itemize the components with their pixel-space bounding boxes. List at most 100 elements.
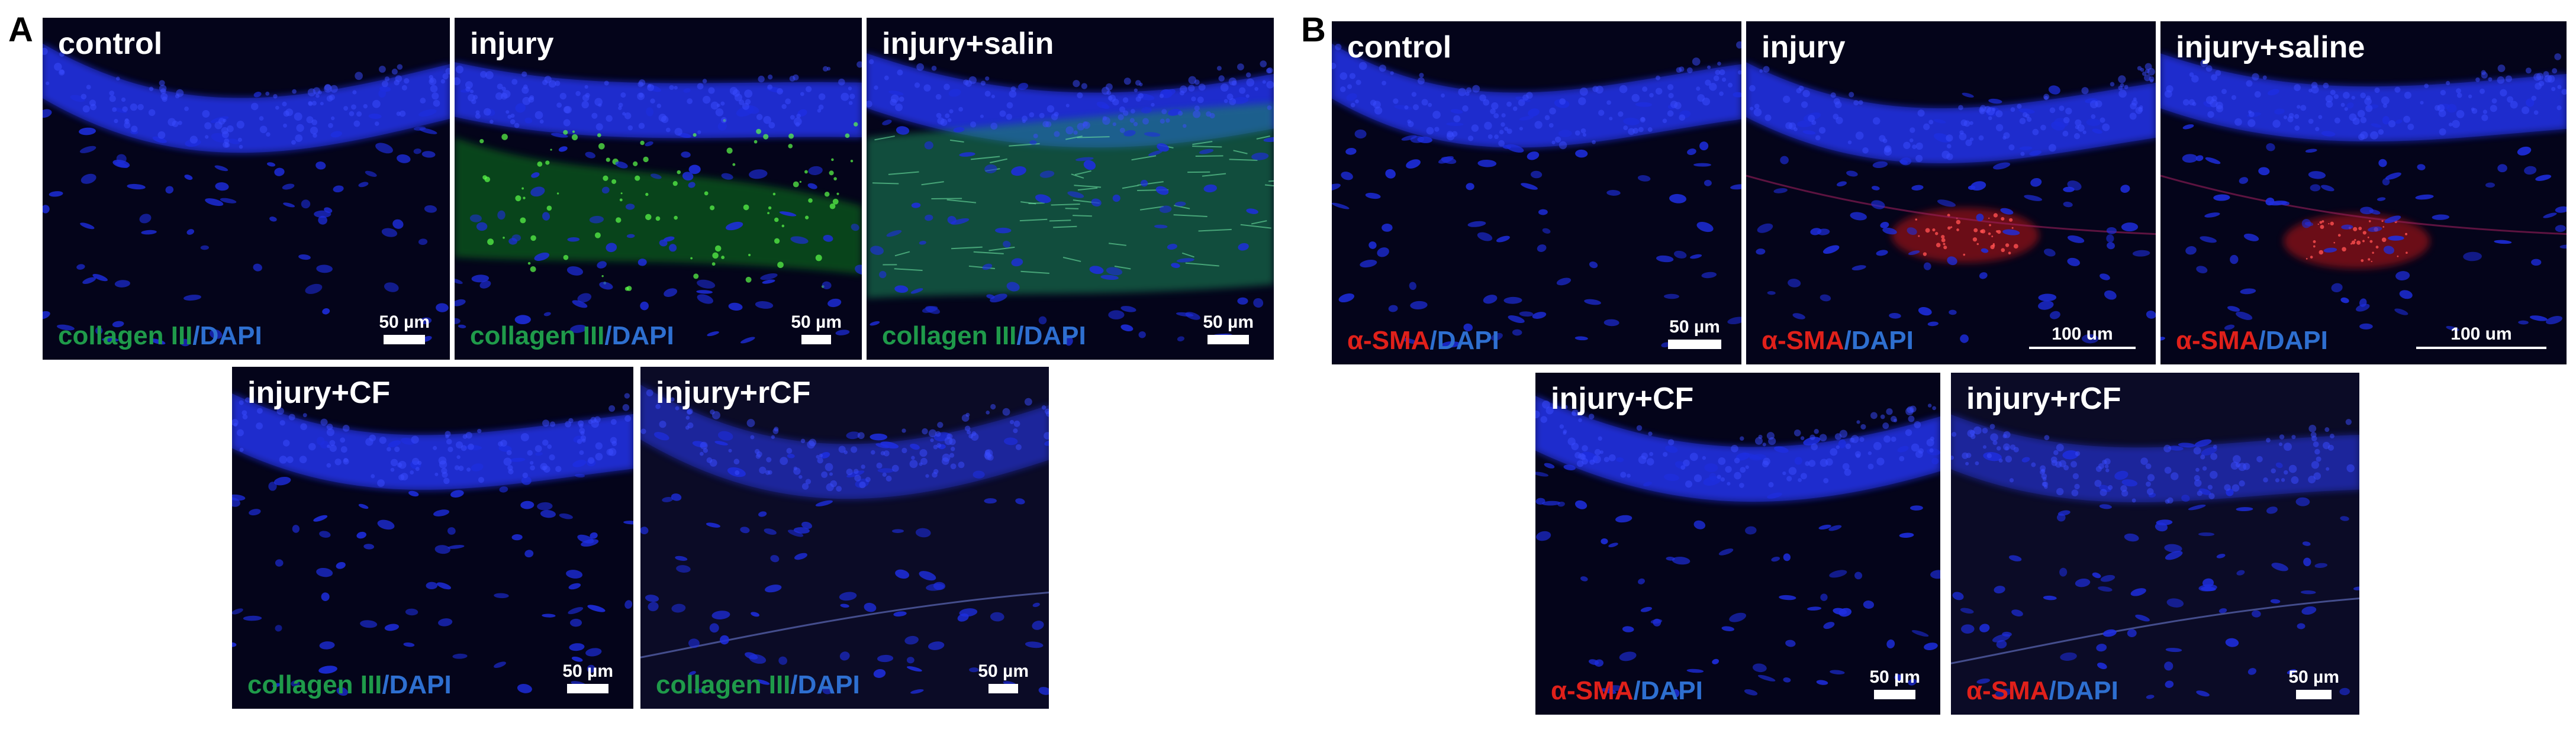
micrograph-image: [232, 367, 633, 709]
scale-bar: 50 µm: [1668, 318, 1721, 349]
scale-bar: 100 um: [2416, 325, 2546, 349]
dapi-label: DAPI: [2056, 676, 2118, 705]
marker-separator: /: [2258, 326, 2266, 355]
figure-label-b: B: [1301, 11, 1326, 49]
marker-label: collagen III: [656, 670, 791, 699]
scale-bar-line: [567, 684, 609, 693]
scale-bar-label: 100 um: [2451, 324, 2512, 344]
micrograph-panel-a-2: injury collagen III/DAPI 50 µm: [455, 18, 862, 360]
scale-bar: 50 µm: [562, 663, 613, 693]
panel-title: injury: [1762, 30, 1846, 64]
scale-bar-line: [801, 335, 832, 344]
scale-bar: 50 µm: [1203, 314, 1254, 344]
micrograph-image: [2160, 21, 2567, 364]
scale-bar-line: [988, 684, 1019, 693]
stain-label: α-SMA/DAPI: [1551, 678, 1703, 704]
micrograph-panel-a-4: injury+CF collagen III/DAPI 50 µm: [232, 367, 633, 709]
scale-bar-label: 50 µm: [1869, 667, 1920, 687]
panel-title: control: [1347, 30, 1452, 64]
panel-title: injury+CF: [1551, 382, 1694, 416]
marker-label: α-SMA: [2176, 326, 2259, 355]
stain-label: collagen III/DAPI: [58, 323, 262, 349]
marker-label: α-SMA: [1551, 676, 1634, 705]
micrograph-image: [640, 367, 1049, 709]
stain-label: collagen III/DAPI: [656, 672, 860, 698]
scale-bar-label: 50 µm: [379, 312, 430, 332]
dapi-label: DAPI: [1023, 321, 1086, 350]
marker-label: α-SMA: [1966, 676, 2049, 705]
marker-separator: /: [1633, 676, 1641, 705]
scale-bar-label: 50 µm: [978, 661, 1029, 681]
panel-title: injury+salin: [882, 27, 1054, 61]
micrograph-panel-a-5: injury+rCF collagen III/DAPI 50 µm: [640, 367, 1049, 709]
dapi-label: DAPI: [389, 670, 452, 699]
panel-title: injury+rCF: [656, 376, 811, 410]
marker-label: collagen III: [470, 321, 605, 350]
marker-separator: /: [790, 670, 798, 699]
micrograph-image: [867, 18, 1274, 360]
micrograph-image: [1746, 21, 2156, 364]
micrograph-panel-a-3: injury+salin collagen III/DAPI 50 µm: [867, 18, 1274, 360]
scale-bar-line: [2296, 690, 2332, 699]
micrograph-panel-b-2: injury α-SMA/DAPI 100 um: [1746, 21, 2156, 364]
scale-bar-line: [384, 335, 426, 344]
stain-label: collagen III/DAPI: [247, 672, 452, 698]
scale-bar-line: [1668, 340, 1721, 349]
scale-bar-label: 50 µm: [1203, 312, 1254, 332]
stain-label: collagen III/DAPI: [470, 323, 674, 349]
marker-separator: /: [1844, 326, 1852, 355]
marker-separator: /: [382, 670, 389, 699]
marker-separator: /: [1429, 326, 1437, 355]
stain-label: α-SMA/DAPI: [1347, 328, 1499, 354]
marker-separator: /: [604, 321, 612, 350]
scale-bar-line: [1208, 335, 1250, 344]
scale-bar-line: [2029, 347, 2136, 349]
figure-label-a: A: [8, 11, 33, 49]
micrograph-image: [43, 18, 450, 360]
marker-label: collagen III: [882, 321, 1017, 350]
dapi-label: DAPI: [1851, 326, 1914, 355]
scale-bar-label: 100 um: [2052, 324, 2113, 344]
dapi-label: DAPI: [611, 321, 674, 350]
scale-bar: 100 um: [2029, 325, 2136, 349]
scale-bar-label: 50 µm: [2288, 667, 2339, 687]
stain-label: α-SMA/DAPI: [1966, 678, 2118, 704]
stain-label: α-SMA/DAPI: [1762, 328, 1914, 354]
micrograph-panel-b-5: injury+rCF α-SMA/DAPI 50 µm: [1951, 373, 2359, 715]
stain-label: collagen III/DAPI: [882, 323, 1086, 349]
scale-bar: 50 µm: [379, 314, 430, 344]
marker-label: collagen III: [58, 321, 193, 350]
scale-bar-line: [1874, 690, 1916, 699]
scale-bar: 50 µm: [1869, 669, 1920, 699]
panel-title: control: [58, 27, 163, 61]
marker-separator: /: [192, 321, 200, 350]
micrograph-image: [1951, 373, 2359, 715]
dapi-label: DAPI: [1640, 676, 1703, 705]
scale-bar: 50 µm: [2288, 669, 2339, 699]
marker-label: collagen III: [247, 670, 382, 699]
panel-title: injury: [470, 27, 554, 61]
scale-bar-line: [2416, 347, 2546, 349]
scale-bar: 50 µm: [978, 663, 1029, 693]
marker-label: α-SMA: [1762, 326, 1844, 355]
micrograph-image: [455, 18, 862, 360]
dapi-label: DAPI: [2265, 326, 2328, 355]
panel-title: injury+saline: [2176, 30, 2365, 64]
marker-separator: /: [2049, 676, 2056, 705]
micrograph-panel-a-1: control collagen III/DAPI 50 µm: [43, 18, 450, 360]
dapi-label: DAPI: [1437, 326, 1499, 355]
scale-bar-label: 50 µm: [1669, 317, 1720, 337]
micrograph-image: [1332, 21, 1741, 364]
scale-bar-label: 50 µm: [562, 661, 613, 681]
panel-title: injury+CF: [247, 376, 391, 410]
dapi-label: DAPI: [199, 321, 262, 350]
marker-separator: /: [1016, 321, 1024, 350]
micrograph-panel-b-4: injury+CF α-SMA/DAPI 50 µm: [1535, 373, 1940, 715]
micrograph-panel-b-1: control α-SMA/DAPI 50 µm: [1332, 21, 1741, 364]
stain-label: α-SMA/DAPI: [2176, 328, 2328, 354]
micrograph-panel-b-3: injury+saline α-SMA/DAPI 100 um: [2160, 21, 2567, 364]
scale-bar-label: 50 µm: [791, 312, 842, 332]
scale-bar: 50 µm: [791, 314, 842, 344]
dapi-label: DAPI: [797, 670, 860, 699]
micrograph-image: [1535, 373, 1940, 715]
